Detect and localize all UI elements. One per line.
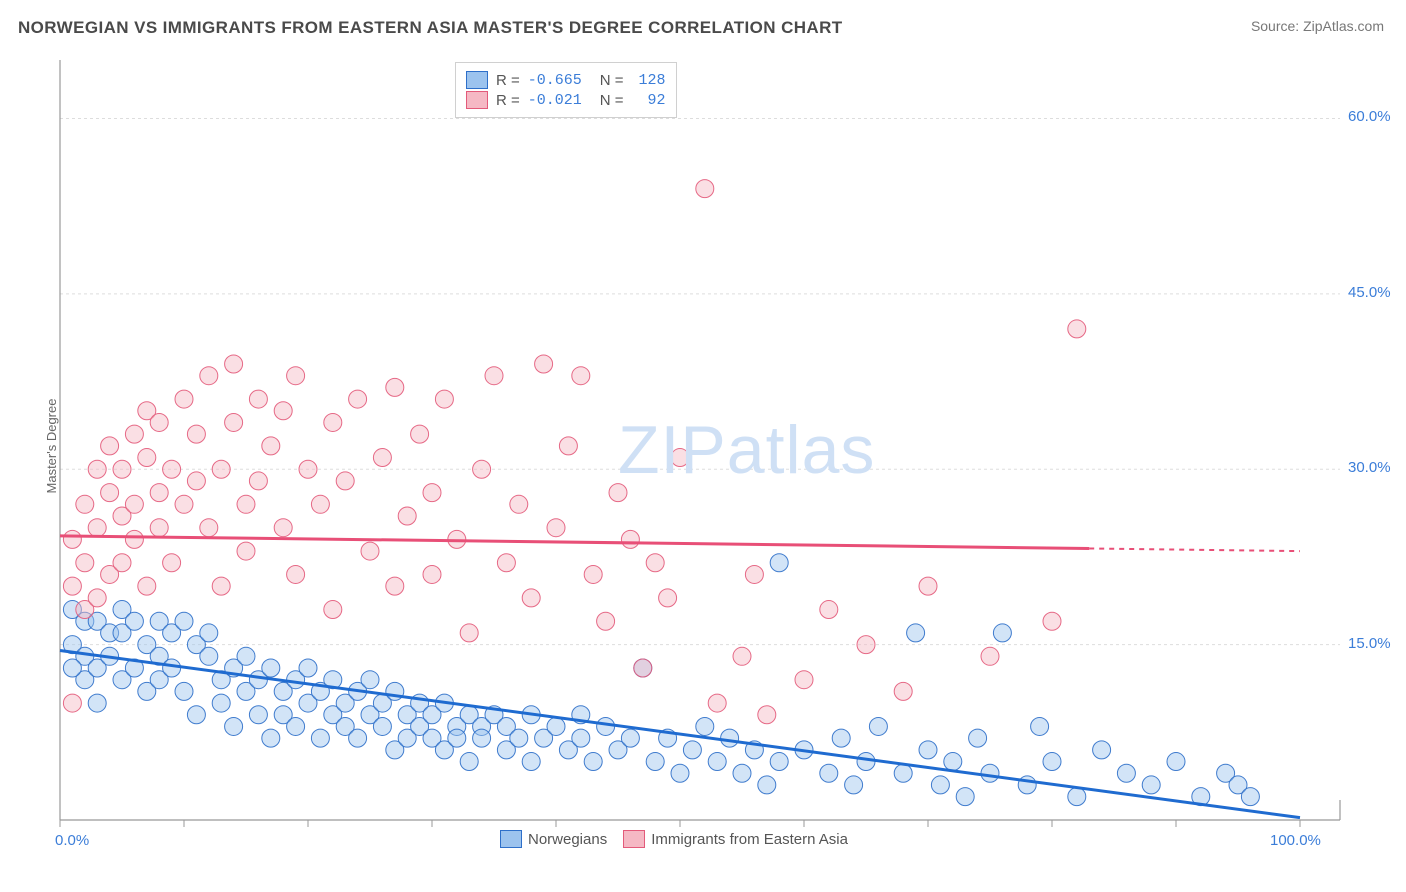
chart-title: NORWEGIAN VS IMMIGRANTS FROM EASTERN ASI… [18, 18, 843, 38]
legend-label: Immigrants from Eastern Asia [651, 831, 848, 848]
stat-r-label: R = [496, 92, 520, 109]
main-legend: Norwegians Immigrants from Eastern Asia [500, 830, 848, 848]
legend-label: Norwegians [528, 831, 607, 848]
stat-r-value: -0.021 [528, 92, 582, 109]
y-tick-label: 45.0% [1348, 284, 1391, 301]
y-tick-label: 15.0% [1348, 635, 1391, 652]
scatter-svg [50, 60, 1350, 840]
x-tick-label: 100.0% [1270, 832, 1321, 849]
chart-wrapper: NORWEGIAN VS IMMIGRANTS FROM EASTERN ASI… [0, 0, 1406, 892]
legend-swatch [466, 71, 488, 89]
y-tick-label: 30.0% [1348, 459, 1391, 476]
stat-n-label: N = [600, 72, 624, 89]
x-tick-label: 0.0% [55, 832, 89, 849]
source-label: Source: ZipAtlas.com [1251, 18, 1384, 34]
stat-r-value: -0.665 [528, 72, 582, 89]
source-prefix: Source: [1251, 18, 1303, 34]
legend-swatch [500, 830, 522, 848]
legend-item: Norwegians [500, 830, 607, 848]
source-link[interactable]: ZipAtlas.com [1303, 18, 1384, 34]
stat-legend-row: R = -0.665 N = 128 [466, 71, 666, 89]
y-tick-label: 60.0% [1348, 108, 1391, 125]
stat-n-value: 128 [632, 72, 666, 89]
legend-swatch [466, 91, 488, 109]
stat-legend-row: R = -0.021 N = 92 [466, 91, 666, 109]
stat-n-label: N = [600, 92, 624, 109]
legend-swatch [623, 830, 645, 848]
plot-area [50, 60, 1350, 840]
stat-r-label: R = [496, 72, 520, 89]
stat-legend: R = -0.665 N = 128 R = -0.021 N = 92 [455, 62, 677, 118]
legend-item: Immigrants from Eastern Asia [623, 830, 848, 848]
stat-n-value: 92 [632, 92, 666, 109]
